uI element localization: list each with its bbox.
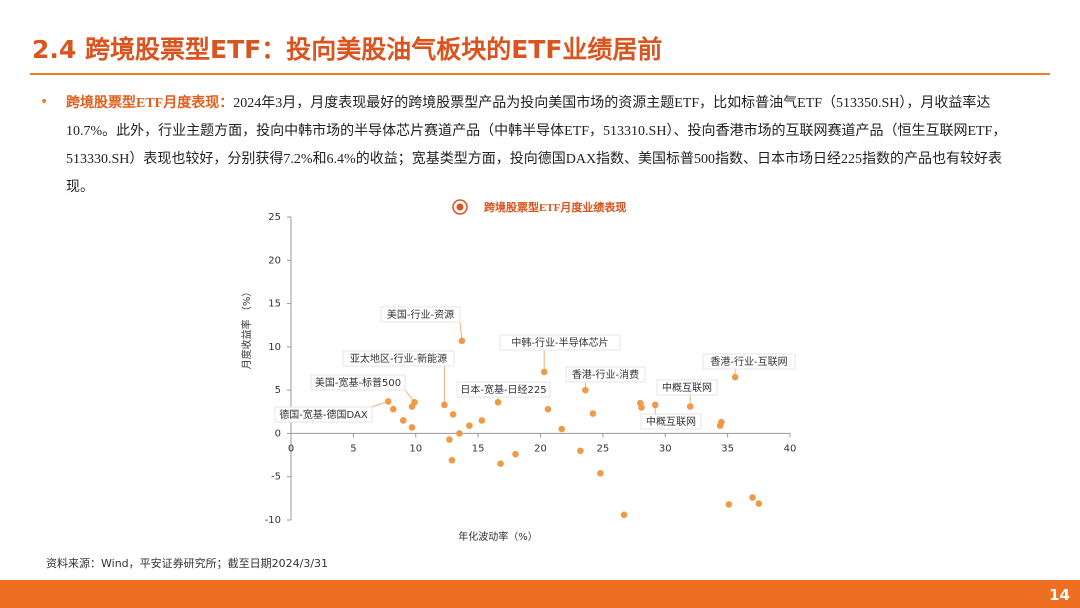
callout-box bbox=[656, 379, 718, 396]
x-tick-label: 15 bbox=[472, 443, 485, 454]
callout-box bbox=[640, 413, 702, 430]
y-axis-label: 月度收益率 （%） bbox=[240, 287, 253, 370]
callout-box bbox=[274, 406, 373, 423]
point bbox=[411, 398, 418, 406]
chart: 跨境股票型ETF月度业绩表现 年化波动率（%） 月度收益率 （%） -10 -5 0… bbox=[240, 199, 797, 543]
chart-title: 跨境股票型ETF月度业绩表现 bbox=[484, 200, 626, 214]
bullet: • bbox=[40, 94, 49, 110]
callout-box bbox=[702, 353, 796, 370]
x-axis-label: 年化波动率（%） bbox=[458, 530, 538, 543]
point bbox=[638, 404, 645, 411]
x-tick-label: 10 bbox=[409, 443, 422, 454]
callout-box bbox=[499, 334, 621, 351]
point bbox=[389, 405, 397, 413]
point bbox=[456, 430, 463, 437]
paragraph: 跨境股票型ETF月度表现：2024年3月，月度表现最好的跨境股票型产品为投向美国… bbox=[66, 90, 1026, 202]
callout-label: 香港-行业-互联网 bbox=[710, 355, 787, 368]
page-number: 14 bbox=[1049, 586, 1070, 604]
point bbox=[749, 494, 756, 501]
title-icon bbox=[452, 199, 468, 215]
point bbox=[478, 417, 486, 424]
x-tick-label: 40 bbox=[784, 443, 797, 454]
callout-label: 中概互联网 bbox=[646, 415, 696, 428]
callout-label: 亚太地区-行业-新能源 bbox=[350, 352, 447, 365]
y-tick-label: 0 bbox=[275, 428, 281, 439]
callout-label: 中韩-行业-半导体芯片 bbox=[511, 336, 608, 349]
point bbox=[558, 425, 566, 433]
source-note: 资料来源：Wind，平安证券研究所；截至日期2024/3/31 bbox=[46, 557, 329, 570]
point bbox=[441, 401, 448, 409]
callout-label: 德国-宽基-德国DAX bbox=[279, 408, 368, 421]
point bbox=[466, 422, 473, 429]
x-tick-label: 20 bbox=[534, 443, 547, 454]
callout-label: 美国-宽基-标普500 bbox=[315, 376, 401, 389]
point bbox=[731, 373, 739, 381]
x-tick-label: 30 bbox=[659, 443, 672, 454]
y-tick-label: 10 bbox=[268, 342, 281, 353]
callout-box bbox=[342, 350, 455, 367]
callout-label: 香港-行业-消费 bbox=[572, 368, 639, 381]
point bbox=[718, 418, 725, 426]
point bbox=[620, 511, 628, 519]
point bbox=[686, 403, 694, 410]
point bbox=[399, 417, 407, 424]
point bbox=[589, 410, 597, 417]
paragraph-label: 跨境股票型ETF月度表现： bbox=[66, 96, 234, 111]
callout-label: 美国-行业-资源 bbox=[387, 308, 454, 321]
point bbox=[385, 398, 392, 405]
callout-box bbox=[456, 381, 551, 398]
point bbox=[540, 368, 548, 376]
callout-box bbox=[565, 366, 646, 383]
point bbox=[446, 436, 453, 443]
point bbox=[582, 386, 589, 394]
x-tick-label: 25 bbox=[597, 443, 610, 454]
title-rule bbox=[30, 73, 1050, 75]
x-tick-label: 0 bbox=[288, 443, 294, 454]
point bbox=[725, 501, 733, 508]
y-tick-label: 15 bbox=[268, 299, 281, 310]
point bbox=[408, 424, 416, 431]
callout-label: 中概互联网 bbox=[662, 381, 712, 394]
point bbox=[577, 447, 584, 455]
y-tick-label: -5 bbox=[271, 472, 281, 483]
point bbox=[494, 398, 502, 406]
title-icon bbox=[456, 203, 464, 211]
point bbox=[651, 401, 659, 409]
point bbox=[544, 405, 552, 413]
point bbox=[755, 500, 763, 507]
callout-label: 日本-宽基-日经225 bbox=[460, 383, 546, 396]
point bbox=[597, 469, 604, 477]
y-tick-label: 20 bbox=[268, 255, 281, 266]
point bbox=[512, 450, 519, 458]
x-tick-label: 5 bbox=[350, 443, 356, 454]
y-tick-label: 5 bbox=[275, 385, 281, 396]
footer-bar bbox=[0, 580, 1080, 608]
point bbox=[448, 456, 456, 464]
callout-box bbox=[310, 374, 406, 391]
x-tick-label: 35 bbox=[721, 443, 734, 454]
point bbox=[497, 460, 504, 468]
slide-title: 2.4 跨境股票型ETF：投向美股油气板块的ETF业绩居前 bbox=[32, 35, 663, 64]
callout-box bbox=[380, 306, 461, 323]
paragraph-text: 2024年3月，月度表现最好的跨境股票型产品为投向美国市场的资源主题ETF，比如… bbox=[66, 96, 1007, 195]
y-tick-label: 25 bbox=[268, 212, 281, 223]
point bbox=[458, 337, 466, 345]
point bbox=[449, 411, 457, 418]
y-tick-label: -10 bbox=[265, 515, 281, 526]
